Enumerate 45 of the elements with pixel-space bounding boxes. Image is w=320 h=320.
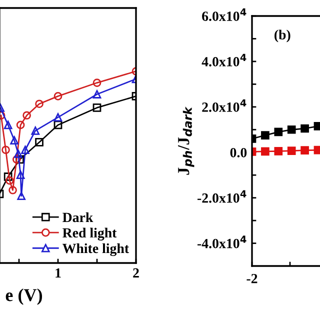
point <box>35 100 44 108</box>
legend-label: Red light <box>62 228 117 240</box>
text: -2 <box>246 274 258 284</box>
point <box>54 92 62 100</box>
x-tick-label: 1 <box>56 268 61 278</box>
point <box>31 126 40 135</box>
point <box>54 120 62 130</box>
point <box>21 146 30 154</box>
point <box>8 186 17 194</box>
point <box>16 120 25 130</box>
y-axis-title: J$_{ph}$/J$_{dark}$ <box>178 106 194 175</box>
point <box>4 172 12 181</box>
point <box>35 138 44 146</box>
point <box>5 176 14 185</box>
point <box>22 111 31 120</box>
point <box>12 155 21 164</box>
point <box>274 128 283 136</box>
point <box>92 78 102 87</box>
x-tick-label: 2 <box>133 268 139 278</box>
y-tick-label: 2.0x10$^{4}$ <box>202 99 246 112</box>
y-tick-label: -2.0x10$^{4}$ <box>198 190 246 203</box>
legend-label: Dark <box>62 212 94 222</box>
point <box>274 147 283 156</box>
point <box>300 124 309 133</box>
y-tick-label: 6.0x10$^{4}$ <box>202 8 246 22</box>
point <box>4 120 12 130</box>
point <box>16 170 25 179</box>
x-axis-title: e (V) <box>6 288 42 305</box>
y-tick-label: -4.0x10$^{4}$ <box>198 236 246 248</box>
annotation: (b) <box>274 30 290 42</box>
point <box>92 104 102 112</box>
point <box>10 136 18 144</box>
point <box>261 147 270 156</box>
point <box>17 192 26 200</box>
point <box>287 125 296 134</box>
point <box>92 90 102 98</box>
point <box>2 146 10 154</box>
point <box>300 146 309 154</box>
y-tick-label: 4.0x10$^{4}$ <box>202 54 246 66</box>
point <box>287 146 296 155</box>
point <box>261 131 270 140</box>
point <box>54 113 62 122</box>
legend-label: White light <box>62 243 129 256</box>
y-tick-label: 0.0 <box>230 148 247 158</box>
point <box>14 150 22 158</box>
